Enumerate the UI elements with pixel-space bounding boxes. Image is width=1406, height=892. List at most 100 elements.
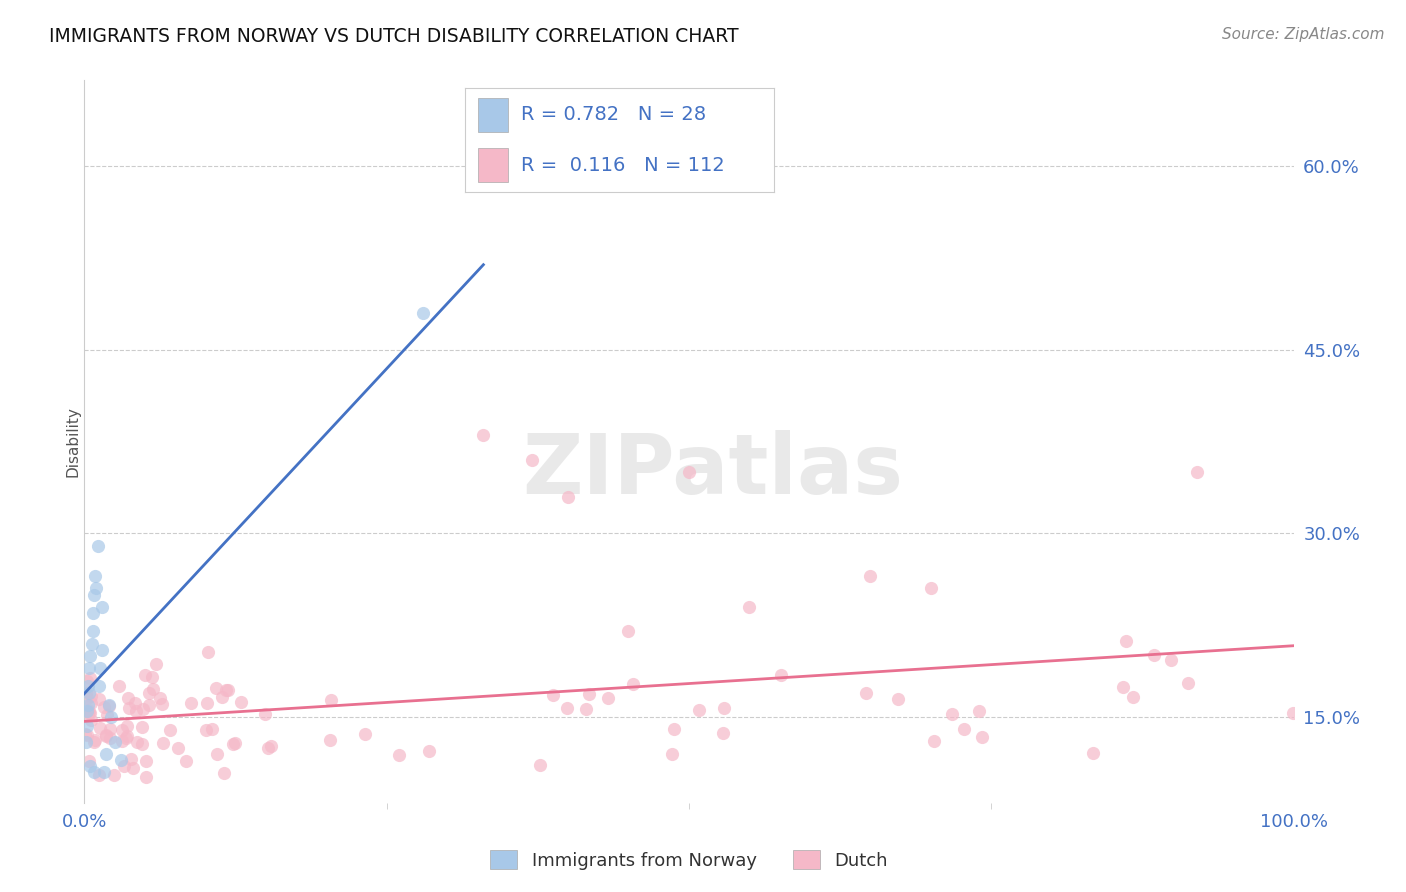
Point	[195, 696, 218, 710]
Point	[1282, 706, 1305, 721]
Point	[79, 714, 101, 728]
Point	[1081, 746, 1104, 760]
Point	[82, 606, 104, 620]
Point	[920, 582, 942, 596]
Point	[617, 624, 640, 639]
Point	[555, 701, 578, 715]
Point	[142, 681, 165, 696]
Point	[76, 704, 98, 718]
Point	[678, 465, 700, 479]
Point	[91, 599, 114, 614]
Point	[87, 767, 110, 781]
Point	[83, 765, 105, 780]
Point	[120, 752, 142, 766]
Point	[222, 737, 245, 751]
Point	[254, 706, 277, 721]
Point	[80, 696, 103, 710]
Point	[135, 771, 157, 785]
Point	[353, 727, 375, 741]
Text: Source: ZipAtlas.com: Source: ZipAtlas.com	[1222, 27, 1385, 42]
Point	[952, 722, 974, 736]
Point	[769, 668, 792, 682]
Point	[859, 569, 882, 583]
Point	[107, 679, 129, 693]
Point	[711, 726, 734, 740]
Point	[77, 705, 100, 719]
Point	[1112, 680, 1135, 694]
Point	[1177, 676, 1199, 690]
Point	[662, 722, 685, 736]
Point	[922, 734, 945, 748]
Point	[167, 740, 190, 755]
Point	[217, 683, 239, 698]
Point	[520, 453, 543, 467]
Point	[97, 698, 120, 713]
Point	[575, 702, 598, 716]
Point	[1143, 648, 1166, 662]
Point	[89, 721, 111, 735]
Point	[76, 673, 98, 688]
Point	[83, 734, 105, 748]
Point	[86, 539, 108, 553]
Point	[76, 690, 98, 705]
Point	[214, 766, 236, 780]
Point	[388, 747, 411, 762]
Point	[80, 690, 103, 704]
Point	[621, 677, 644, 691]
Point	[1115, 633, 1137, 648]
Point	[131, 720, 153, 734]
Point	[145, 657, 167, 671]
Point	[1185, 465, 1208, 479]
Point	[79, 648, 101, 663]
Point	[80, 637, 103, 651]
Point	[135, 755, 157, 769]
Point	[138, 685, 160, 699]
Point	[96, 730, 118, 744]
Point	[97, 698, 120, 712]
Point	[94, 747, 117, 761]
Point	[150, 698, 173, 712]
Point	[941, 707, 963, 722]
Point	[211, 690, 233, 704]
Point	[83, 732, 105, 747]
Point	[132, 701, 155, 715]
Point	[122, 761, 145, 775]
Point	[112, 759, 135, 773]
Point	[76, 727, 98, 741]
Point	[77, 680, 100, 694]
Point	[76, 706, 98, 720]
Point	[152, 736, 174, 750]
Point	[1160, 653, 1182, 667]
Point	[887, 692, 910, 706]
Point	[79, 759, 101, 773]
Point	[87, 680, 110, 694]
Point	[89, 661, 111, 675]
Point	[543, 688, 565, 702]
Point	[138, 698, 160, 713]
Point	[79, 671, 101, 685]
Text: ZIPatlas: ZIPatlas	[523, 430, 904, 511]
Point	[77, 703, 100, 717]
Point	[75, 685, 97, 699]
Point	[738, 599, 761, 614]
Point	[967, 704, 990, 718]
Point	[98, 731, 121, 745]
Point	[114, 731, 136, 745]
Point	[855, 686, 877, 700]
Text: IMMIGRANTS FROM NORWAY VS DUTCH DISABILITY CORRELATION CHART: IMMIGRANTS FROM NORWAY VS DUTCH DISABILI…	[49, 27, 738, 45]
Point	[111, 723, 134, 737]
Point	[111, 733, 134, 747]
Legend: Immigrants from Norway, Dutch: Immigrants from Norway, Dutch	[482, 843, 896, 877]
Point	[174, 754, 197, 768]
Point	[229, 695, 252, 709]
Point	[472, 428, 495, 442]
Point	[319, 733, 342, 747]
Point	[125, 705, 148, 719]
Point	[103, 767, 125, 781]
Point	[115, 729, 138, 743]
Point	[96, 707, 118, 722]
Point	[77, 685, 100, 699]
Point	[86, 582, 108, 596]
Point	[75, 734, 97, 748]
Point	[661, 747, 683, 761]
